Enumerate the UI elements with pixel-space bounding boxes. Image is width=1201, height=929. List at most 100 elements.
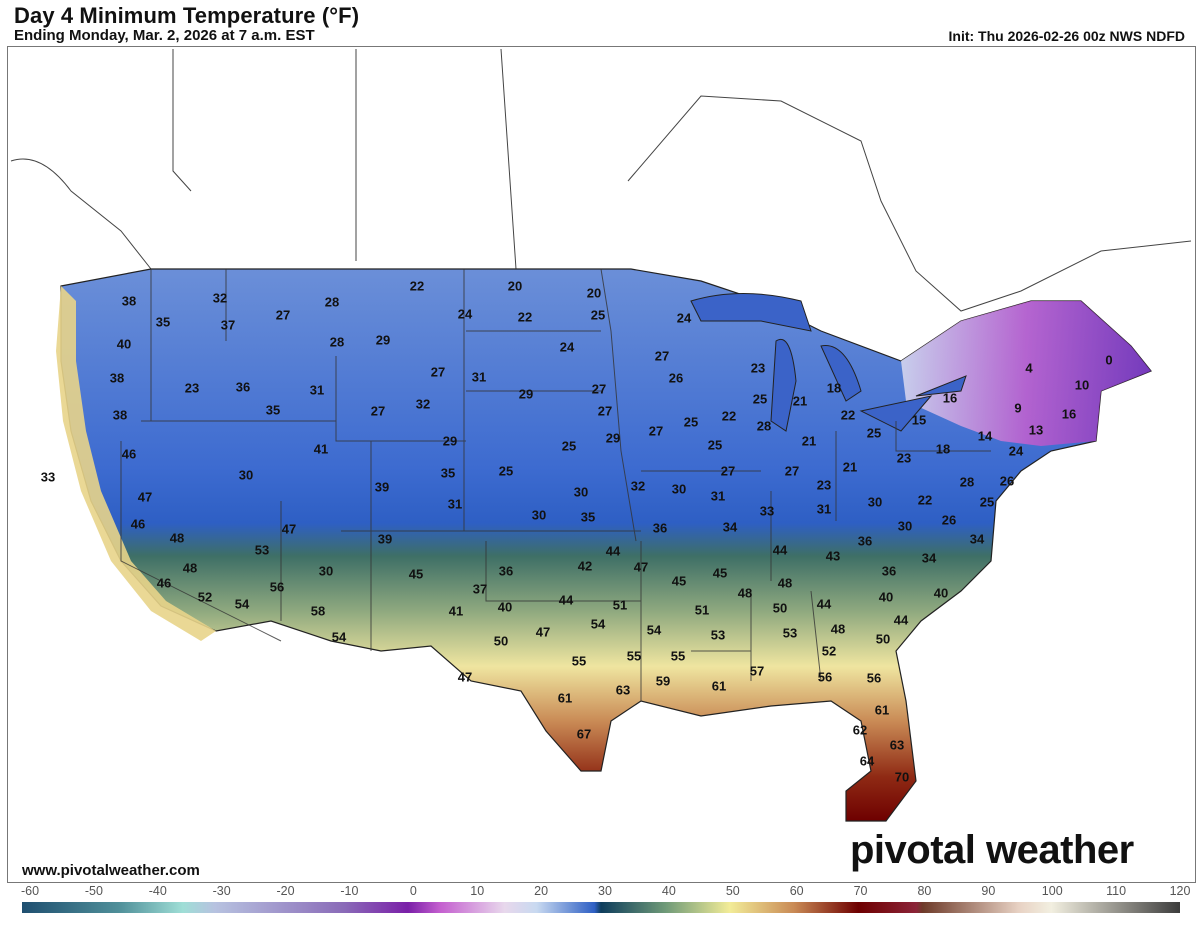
colorbar-tick: 100 [1041, 884, 1063, 898]
brand-logo: pivotal weather [850, 828, 1134, 872]
temperature-label: 22 [840, 407, 856, 423]
temperature-label: 10 [1074, 377, 1090, 393]
temperature-label: 29 [442, 433, 458, 449]
temperature-label: 55 [670, 648, 686, 664]
temperature-label: 25 [979, 494, 995, 510]
colorbar-tick: 10 [470, 884, 485, 898]
temperature-label: 52 [821, 643, 837, 659]
temperature-label: 51 [694, 602, 710, 618]
temperature-label: 48 [777, 575, 793, 591]
map-canvas: 38 32 27 28 35 37 28 40 38 23 36 35 31 38 46 41 22 20 20 24… [7, 46, 1196, 883]
temperature-label: 61 [711, 678, 727, 694]
init-time: Init: Thu 2026-02-26 00z NWS NDFD [948, 28, 1186, 44]
temperature-label: 28 [329, 334, 345, 350]
temperature-label: 54 [646, 622, 662, 638]
temperature-label: 61 [557, 690, 573, 706]
temperature-label: 45 [712, 565, 728, 581]
temperature-label: 47 [535, 624, 551, 640]
temperature-label: 44 [558, 592, 574, 608]
temperature-label: 48 [830, 621, 846, 637]
temperature-label: 35 [440, 465, 456, 481]
temperature-label: 35 [580, 509, 596, 525]
temperature-label: 52 [197, 589, 213, 605]
temperature-label: 29 [518, 386, 534, 402]
map-background [10, 48, 1192, 822]
colorbar-tick: 70 [853, 884, 868, 898]
temperature-label: 27 [275, 307, 291, 323]
temperature-label: 31 [447, 496, 463, 512]
temperature-label: 47 [281, 521, 297, 537]
temperature-label: 27 [370, 403, 386, 419]
temperature-label: 24 [1008, 443, 1024, 459]
colorbar-tick: -50 [84, 884, 103, 898]
temperature-label: 15 [911, 412, 927, 428]
temperature-label: 25 [561, 438, 577, 454]
colorbar-tick: 120 [1169, 884, 1191, 898]
temperature-label: 16 [942, 390, 958, 406]
temperature-label: 64 [859, 753, 875, 769]
temperature-label: 9 [1014, 400, 1022, 416]
temperature-label: 40 [878, 589, 894, 605]
temperature-label: 32 [212, 290, 228, 306]
temperature-label: 25 [590, 307, 606, 323]
temperature-label: 38 [121, 293, 137, 309]
temperature-label: 30 [238, 467, 254, 483]
colorbar-tick: 20 [534, 884, 549, 898]
temperature-label: 18 [826, 380, 842, 396]
temperature-label: 28 [756, 418, 772, 434]
temperature-label: 40 [116, 336, 132, 352]
temperature-label: 50 [772, 600, 788, 616]
temperature-label: 27 [648, 423, 664, 439]
temperature-label: 30 [531, 507, 547, 523]
temperature-label: 21 [801, 433, 817, 449]
temperature-label: 35 [265, 402, 281, 418]
temperature-label: 20 [507, 278, 523, 294]
temperature-label: 56 [866, 670, 882, 686]
temperature-label: 70 [894, 769, 910, 785]
temperature-label: 18 [935, 441, 951, 457]
temperature-label: 31 [816, 501, 832, 517]
temperature-label: 25 [683, 414, 699, 430]
temperature-label: 27 [784, 463, 800, 479]
colorbar-tick: 80 [917, 884, 932, 898]
temperature-label: 47 [137, 489, 153, 505]
temperature-label: 36 [498, 563, 514, 579]
temperature-label: 26 [941, 512, 957, 528]
temperature-label: 30 [671, 481, 687, 497]
temperature-label: 26 [668, 370, 684, 386]
temperature-label: 14 [977, 428, 993, 444]
temperature-label: 31 [309, 382, 325, 398]
temperature-label: 42 [577, 558, 593, 574]
temperature-label: 38 [109, 370, 125, 386]
temperature-label: 47 [633, 559, 649, 575]
temperature-label: 46 [156, 575, 172, 591]
colorbar-tick: 30 [598, 884, 612, 898]
temperature-label: 31 [710, 488, 726, 504]
temperature-label: 43 [825, 548, 841, 564]
temperature-label: 0 [1105, 352, 1113, 368]
temperature-label: 39 [377, 531, 393, 547]
temperature-label: 22 [721, 408, 737, 424]
temperature-label: 33 [759, 503, 775, 519]
colorbar-tick: 90 [981, 884, 996, 898]
temperature-label: 30 [318, 563, 334, 579]
temperature-label: 28 [959, 474, 975, 490]
temperature-label: 63 [889, 737, 905, 753]
colorbar-tick: 110 [1106, 884, 1127, 898]
temperature-label: 37 [220, 317, 236, 333]
temperature-label: 25 [707, 437, 723, 453]
temperature-label: 54 [234, 596, 250, 612]
temperature-label: 39 [374, 479, 390, 495]
temperature-label: 46 [130, 516, 146, 532]
temperature-label: 30 [867, 494, 883, 510]
temperature-label: 51 [612, 597, 628, 613]
colorbar-tick: 50 [725, 884, 740, 898]
temperature-label: 24 [559, 339, 575, 355]
temperature-label: 48 [737, 585, 753, 601]
temperature-label: 53 [782, 625, 798, 641]
temperature-label: 38 [112, 407, 128, 423]
temperature-label: 59 [655, 673, 671, 689]
temperature-label: 25 [866, 425, 882, 441]
temperature-label: 57 [749, 663, 765, 679]
temperature-label: 40 [497, 599, 513, 615]
